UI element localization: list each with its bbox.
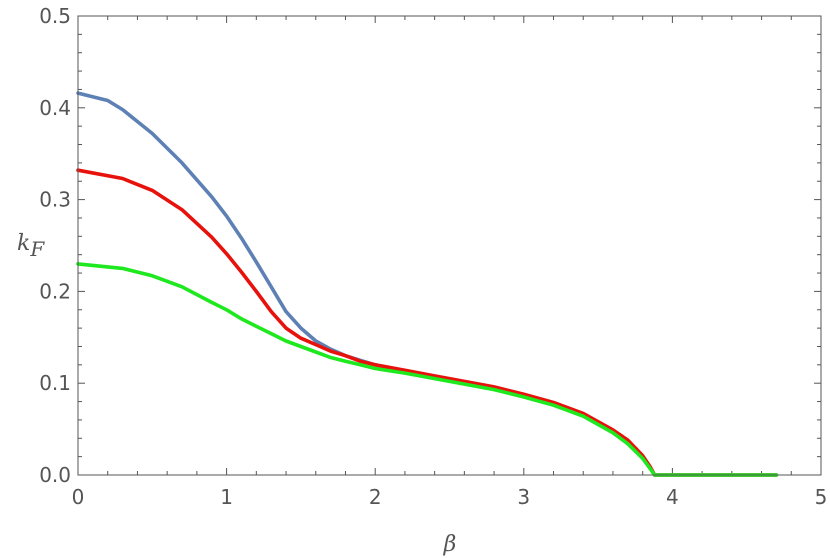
data-series (76, 91, 779, 477)
series-line-3 (76, 262, 779, 477)
x-tick-label: 1 (220, 485, 233, 509)
series-line-2 (76, 168, 779, 477)
y-tick-label: 0.3 (39, 188, 71, 212)
y-tick-label: 0.4 (39, 96, 71, 120)
y-tick-label: 0.5 (39, 4, 71, 28)
y-axis-label: kF (17, 231, 45, 261)
axis-ticks (77, 15, 822, 476)
tick-labels: 0 1 2 3 4 5 0.0 0.1 0.2 0.3 0.4 0.5 (39, 4, 827, 509)
x-tick-label: 4 (666, 485, 679, 509)
y-axis-label-main: k (17, 231, 30, 256)
series-line-1 (76, 91, 779, 477)
plot-frame (77, 15, 822, 476)
y-tick-label: 0.1 (39, 371, 71, 395)
y-tick-label: 0.0 (39, 463, 71, 487)
x-tick-label: 0 (72, 485, 85, 509)
x-tick-label: 3 (517, 485, 530, 509)
x-tick-label: 2 (369, 485, 382, 509)
x-tick-label: 5 (815, 485, 828, 509)
x-axis-label: β (443, 532, 457, 557)
y-tick-label: 0.2 (39, 279, 71, 303)
y-axis-label-sub: F (29, 237, 45, 261)
